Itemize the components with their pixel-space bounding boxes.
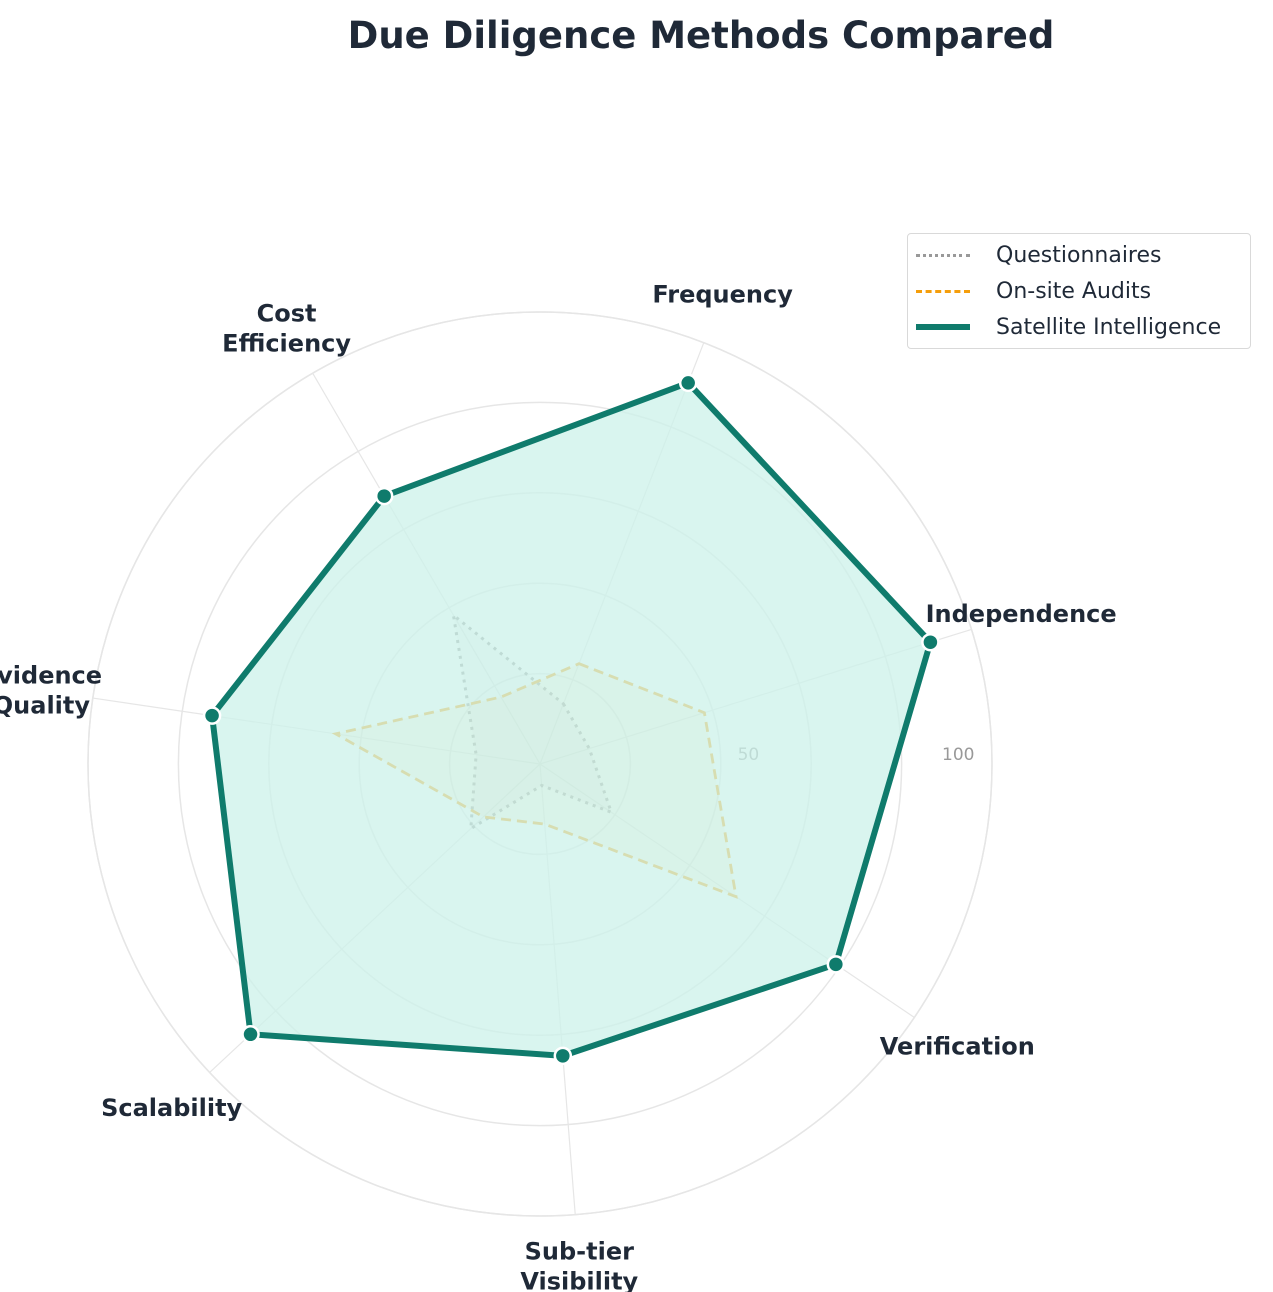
axis-label: Frequency bbox=[652, 280, 793, 308]
polar-frame bbox=[87, 311, 993, 1217]
chart-title: Due Diligence Methods Compared bbox=[347, 14, 1055, 57]
axis-label: Scalability bbox=[101, 1094, 242, 1122]
data-point bbox=[553, 1046, 573, 1066]
data-point bbox=[678, 373, 698, 393]
legend-swatch bbox=[916, 289, 970, 293]
legend-label: On-site Audits bbox=[996, 278, 1152, 304]
axis-label: Sub-tier Visibility bbox=[520, 1237, 638, 1292]
axis-label: Cost Efficiency bbox=[222, 299, 351, 357]
legend-item: On-site Audits bbox=[916, 276, 1151, 306]
axis-label: Verification bbox=[880, 1033, 1035, 1061]
data-point bbox=[374, 486, 394, 506]
grid-circle bbox=[177, 401, 903, 1127]
axis-label: EvidenceQuality bbox=[0, 661, 102, 719]
legend-item: Questionnaires bbox=[916, 240, 1162, 270]
series-satellite-intelligence bbox=[208, 379, 934, 1059]
legend-item: Satellite Intelligence bbox=[916, 312, 1221, 342]
data-point bbox=[241, 1025, 260, 1044]
axis-label: Independence bbox=[926, 600, 1117, 628]
legend: Questionnaires On-site Audits Satellite In… bbox=[907, 233, 1251, 349]
data-point bbox=[202, 706, 222, 725]
legend-swatch bbox=[916, 324, 970, 330]
data-point bbox=[826, 955, 846, 974]
data-point bbox=[921, 632, 940, 652]
radial-tick-label: 100 bbox=[942, 745, 974, 765]
legend-swatch bbox=[916, 253, 970, 257]
legend-label: Satellite Intelligence bbox=[996, 314, 1222, 340]
legend-label: Questionnaires bbox=[996, 242, 1162, 268]
